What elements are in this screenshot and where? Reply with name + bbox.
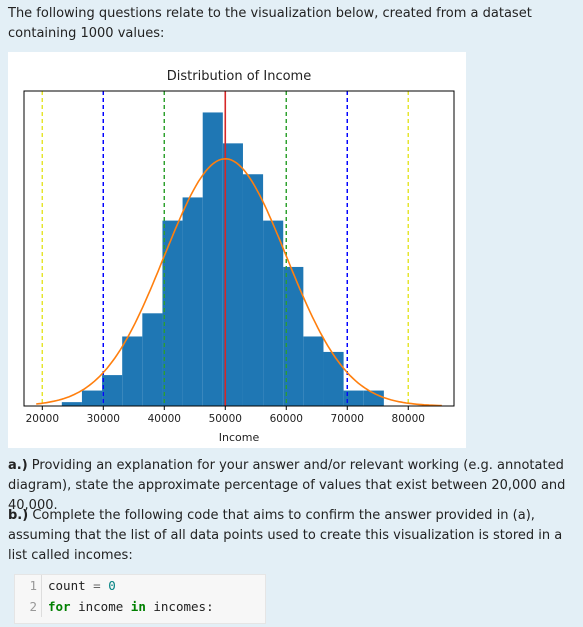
intro-text: The following questions relate to the vi… bbox=[8, 6, 532, 41]
code-token: count bbox=[48, 578, 86, 593]
question-a-text: Providing an explanation for your answer… bbox=[8, 458, 566, 513]
chart-title: Distribution of Income bbox=[167, 69, 311, 84]
code-token: for bbox=[48, 599, 71, 614]
histogram-bar bbox=[202, 112, 223, 406]
code-token: incomes: bbox=[145, 599, 214, 614]
code-token: income bbox=[70, 599, 131, 614]
line-number: 2 bbox=[29, 599, 37, 614]
histogram-bar bbox=[323, 351, 344, 406]
histogram-bar bbox=[263, 220, 284, 406]
histogram-bar bbox=[162, 220, 183, 406]
histogram-bar bbox=[182, 197, 203, 406]
histogram-bar bbox=[222, 143, 243, 406]
x-tick-label: 50000 bbox=[209, 413, 242, 425]
code-line: 2 for income in incomes: bbox=[15, 596, 265, 617]
question-b-label: b.) bbox=[8, 508, 29, 523]
income-histogram-chart: Distribution of Income 20000 30000 40000 50… bbox=[23, 69, 455, 444]
x-tick-label: 80000 bbox=[392, 413, 425, 425]
histogram-bar bbox=[81, 390, 103, 406]
code-token: = bbox=[85, 578, 109, 593]
normal-curve bbox=[36, 157, 442, 407]
histogram-bar bbox=[283, 266, 304, 406]
question-a-label: a.) bbox=[8, 458, 28, 473]
x-axis-label: Income bbox=[219, 431, 260, 444]
histogram-bar bbox=[303, 336, 324, 406]
histogram-bar bbox=[61, 402, 82, 406]
code-line: 1 count = 0 bbox=[15, 575, 265, 596]
histogram-bar bbox=[142, 313, 163, 406]
code-token: 0 bbox=[108, 578, 116, 593]
x-tick-label: 70000 bbox=[331, 413, 364, 425]
histogram-bar bbox=[102, 375, 123, 406]
histogram-bar bbox=[363, 390, 384, 406]
code-cell[interactable]: 1 count = 0 2 for income in incomes: bbox=[14, 574, 266, 624]
line-number: 1 bbox=[29, 578, 37, 593]
x-tick-label: 30000 bbox=[87, 413, 120, 425]
histogram-bar bbox=[343, 390, 364, 406]
x-tick-label: 20000 bbox=[26, 413, 59, 425]
x-tick-label: 60000 bbox=[270, 413, 303, 425]
x-tick-label: 40000 bbox=[148, 413, 181, 425]
question-b: b.) Complete the following code that aim… bbox=[8, 506, 576, 566]
plot-frame bbox=[23, 90, 455, 407]
income-histogram-figure: Distribution of Income 20000 30000 40000 50… bbox=[8, 52, 466, 448]
histogram-bar bbox=[242, 174, 264, 406]
question-b-text: Complete the following code that aims to… bbox=[8, 508, 563, 563]
histogram-bar bbox=[122, 336, 143, 406]
code-token: in bbox=[130, 599, 146, 614]
question-a: a.) Providing an explanation for your an… bbox=[8, 456, 576, 516]
